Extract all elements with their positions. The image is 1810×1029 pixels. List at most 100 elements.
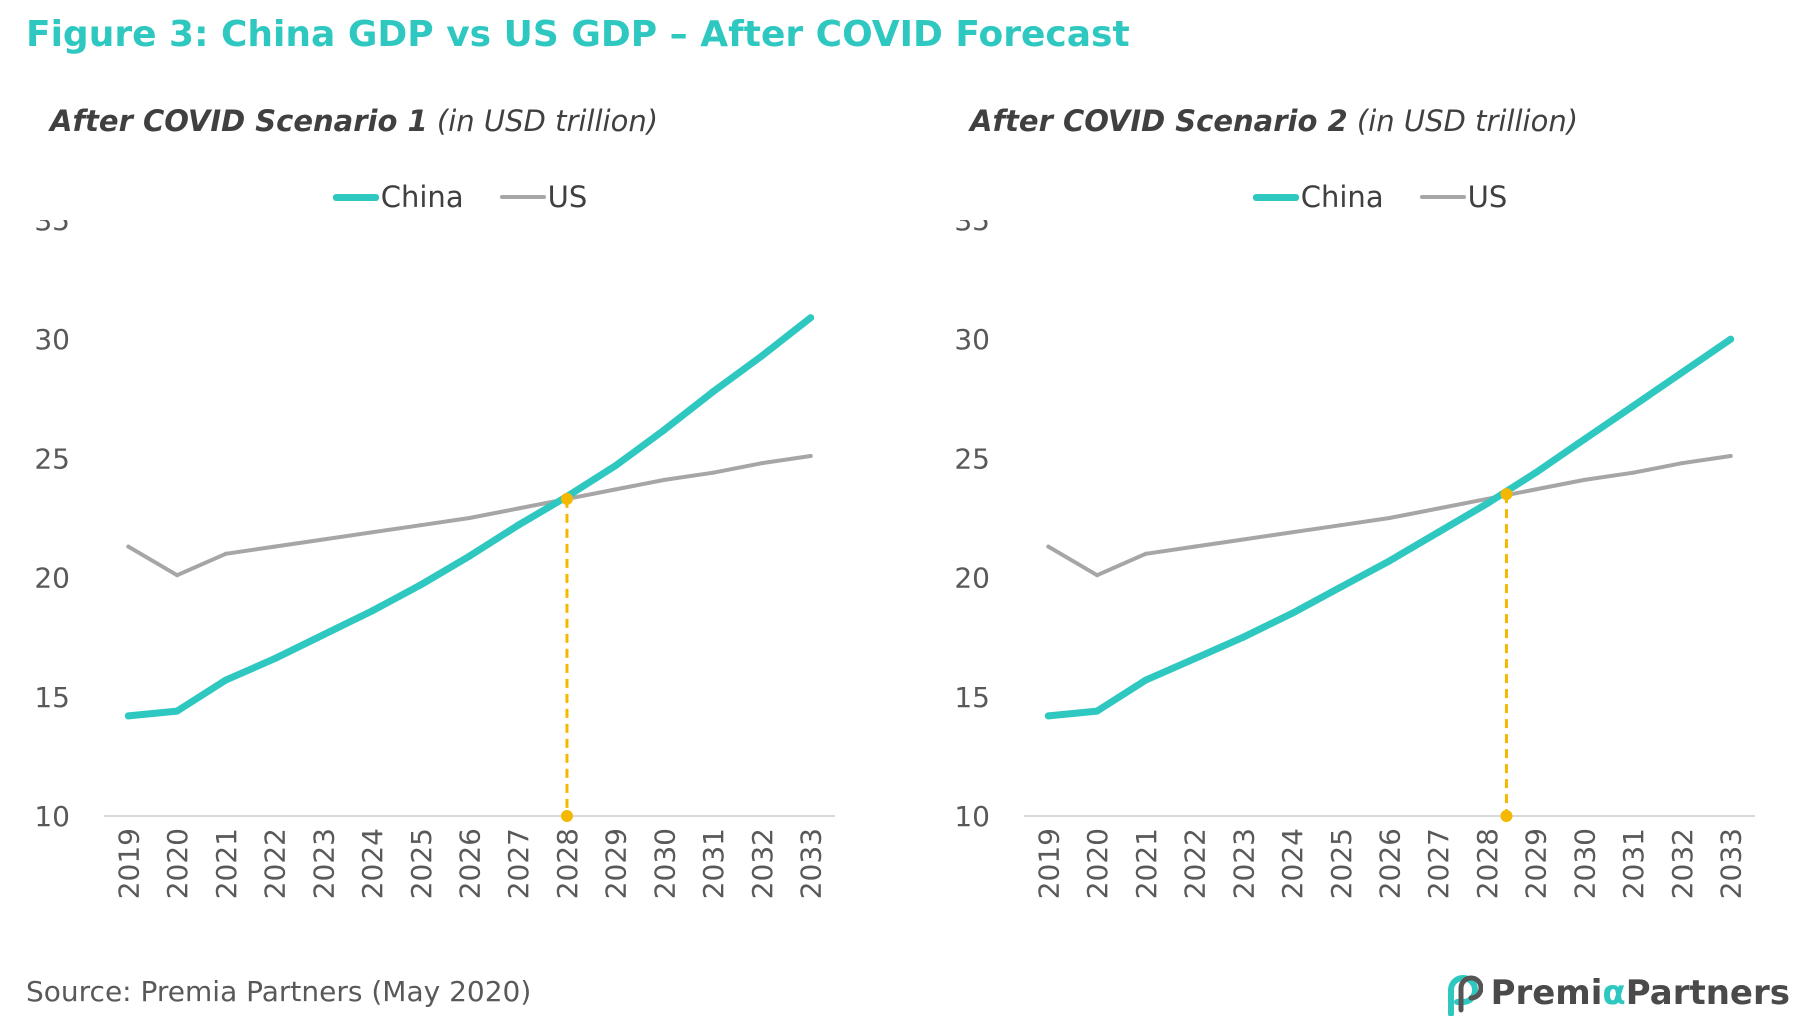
data-point-us bbox=[808, 454, 813, 459]
legend-item-china: China bbox=[332, 180, 464, 214]
data-point-china bbox=[466, 552, 473, 560]
data-point-us bbox=[467, 516, 472, 520]
legend-label-china: China bbox=[1300, 180, 1384, 214]
x-tick-label: 2028 bbox=[1471, 828, 1504, 899]
x-tick-label: 2033 bbox=[795, 828, 828, 899]
data-point-china bbox=[1337, 583, 1345, 591]
data-point-us bbox=[1728, 454, 1733, 459]
data-point-us bbox=[1679, 461, 1684, 466]
legend-swatch-us bbox=[499, 195, 546, 199]
y-tick-label: 25 bbox=[34, 442, 70, 475]
data-point-us bbox=[1533, 487, 1538, 492]
y-tick-label: 25 bbox=[954, 442, 990, 475]
data-point-us bbox=[613, 487, 618, 492]
data-point-china bbox=[1532, 469, 1540, 477]
x-tick-label: 2030 bbox=[1568, 828, 1601, 899]
data-point-us bbox=[126, 544, 131, 549]
y-tick-label: 10 bbox=[34, 800, 70, 833]
logo-text-alpha: α bbox=[1602, 973, 1626, 1013]
data-point-us bbox=[1143, 551, 1148, 556]
x-tick-label: 2025 bbox=[405, 828, 438, 899]
chart-panel-scenario-2: After COVID Scenario 2 (in USD trillion)… bbox=[940, 100, 1810, 940]
x-tick-label: 2029 bbox=[600, 828, 633, 899]
chart-panel-scenario-1: After COVID Scenario 1 (in USD trillion)… bbox=[20, 100, 900, 940]
data-point-us bbox=[1046, 544, 1051, 549]
data-point-us bbox=[1387, 516, 1392, 520]
x-tick-label: 2023 bbox=[1227, 828, 1260, 899]
data-point-china bbox=[660, 426, 668, 434]
data-point-us bbox=[321, 537, 326, 542]
data-point-us bbox=[1192, 544, 1197, 549]
x-tick-label: 2026 bbox=[1374, 828, 1407, 899]
chart-subtitle: After COVID Scenario 1 (in USD trillion) bbox=[50, 104, 658, 138]
x-tick-label: 2029 bbox=[1520, 828, 1553, 899]
series-line-china bbox=[1044, 335, 1735, 720]
data-point-china bbox=[319, 631, 327, 639]
data-point-us bbox=[711, 470, 716, 475]
data-point-us bbox=[1338, 523, 1343, 528]
y-tick-label: 35 bbox=[954, 220, 990, 237]
data-point-us bbox=[223, 551, 228, 556]
data-point-china bbox=[1629, 402, 1637, 410]
data-point-china bbox=[1191, 655, 1199, 663]
legend-swatch-us bbox=[1419, 195, 1466, 199]
y-tick-label: 35 bbox=[34, 220, 70, 237]
data-point-china bbox=[1044, 712, 1052, 720]
legend-item-us: US bbox=[1419, 180, 1508, 214]
data-point-china bbox=[124, 712, 132, 720]
crossover-axis-marker bbox=[560, 810, 573, 822]
data-point-us bbox=[1290, 530, 1295, 535]
x-tick-label: 2030 bbox=[648, 828, 681, 899]
crossover-marker bbox=[560, 492, 573, 505]
chart-subtitle: After COVID Scenario 2 (in USD trillion) bbox=[970, 104, 1578, 138]
data-point-us bbox=[1241, 537, 1246, 542]
figure-title: Figure 3: China GDP vs US GDP – After CO… bbox=[26, 14, 1130, 55]
data-point-china bbox=[1434, 528, 1442, 536]
x-tick-label: 2031 bbox=[1617, 828, 1650, 899]
legend-label-us: US bbox=[1467, 180, 1508, 214]
x-tick-label: 2027 bbox=[502, 828, 535, 899]
legend-item-china: China bbox=[1252, 180, 1384, 214]
data-point-us bbox=[370, 530, 375, 535]
x-tick-label: 2032 bbox=[746, 828, 779, 899]
x-tick-label: 2031 bbox=[697, 828, 730, 899]
y-tick-label: 30 bbox=[34, 323, 70, 356]
x-tick-label: 2023 bbox=[307, 828, 340, 899]
data-point-us bbox=[1095, 573, 1100, 578]
x-tick-label: 2020 bbox=[1081, 828, 1114, 899]
data-point-us bbox=[1436, 506, 1441, 511]
source-note: Source: Premia Partners (May 2020) bbox=[26, 975, 532, 1008]
y-tick-label: 20 bbox=[34, 562, 70, 595]
logo-text: PremiαPartners bbox=[1491, 973, 1790, 1013]
crossover-marker bbox=[1500, 488, 1513, 501]
legend-label-us: US bbox=[547, 180, 588, 214]
logo-text-prefix: Premi bbox=[1490, 973, 1603, 1013]
data-point-us bbox=[175, 573, 180, 578]
y-tick-label: 15 bbox=[34, 681, 70, 714]
y-tick-label: 15 bbox=[954, 681, 990, 714]
data-point-us bbox=[759, 461, 764, 466]
chart-legend: China US bbox=[940, 180, 1810, 214]
x-tick-label: 2025 bbox=[1325, 828, 1358, 899]
data-point-us bbox=[662, 477, 667, 482]
x-tick-label: 2019 bbox=[1032, 828, 1065, 899]
data-point-china bbox=[1678, 369, 1686, 377]
x-tick-label: 2028 bbox=[551, 828, 584, 899]
legend-swatch-china bbox=[332, 193, 379, 201]
data-point-us bbox=[272, 544, 277, 549]
legend-item-us: US bbox=[499, 180, 588, 214]
data-point-china bbox=[1142, 676, 1150, 684]
data-point-china bbox=[222, 676, 230, 684]
x-tick-label: 2022 bbox=[259, 828, 292, 899]
subtitle-unit: (in USD trillion) bbox=[436, 104, 659, 138]
subtitle-unit: (in USD trillion) bbox=[1356, 104, 1579, 138]
y-tick-label: 10 bbox=[954, 800, 990, 833]
data-point-china bbox=[709, 388, 717, 396]
x-tick-label: 2024 bbox=[356, 828, 389, 899]
legend-label-china: China bbox=[380, 180, 464, 214]
data-point-china bbox=[173, 707, 181, 715]
subtitle-scenario: After COVID Scenario 1 bbox=[50, 104, 428, 138]
data-point-china bbox=[1239, 633, 1247, 641]
data-point-us bbox=[1631, 470, 1636, 475]
